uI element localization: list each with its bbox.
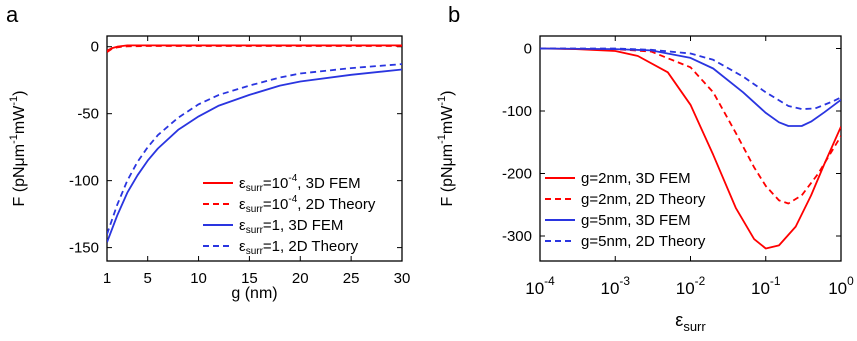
x-tick-label: 1 bbox=[103, 270, 111, 287]
legend-entry: g=2nm, 3D FEM bbox=[581, 170, 691, 187]
legend-entry: εsurr=10-4, 3D FEM bbox=[239, 173, 361, 194]
series-group bbox=[107, 44, 402, 243]
plot-frame bbox=[106, 35, 403, 262]
series-group bbox=[540, 47, 841, 250]
series-line bbox=[540, 47, 841, 127]
x-tick-label: 30 bbox=[394, 270, 411, 287]
x-tick-label: 10 bbox=[190, 270, 207, 287]
series-line bbox=[540, 47, 841, 250]
y-tick-label: -50 bbox=[77, 106, 99, 123]
series-line bbox=[540, 47, 841, 205]
panel-b-label: b bbox=[448, 2, 460, 27]
legend-entry: εsurr=1, 2D Theory bbox=[239, 238, 359, 257]
series-line bbox=[107, 63, 402, 235]
x-tick-label: 10-1 bbox=[751, 274, 781, 298]
y-axis-label: F (pNμm-1mW-1) bbox=[436, 91, 456, 207]
legend-entry: g=5nm, 3D FEM bbox=[581, 212, 691, 229]
y-tick-label: 0 bbox=[91, 39, 99, 56]
panel-b-chart: 10-4 10-3 10-2 10-1 100 0 -100 -200 -300 εsurr F (… bbox=[436, 35, 854, 334]
y-tick-label: -300 bbox=[502, 228, 532, 245]
panel-a-label: a bbox=[6, 2, 19, 27]
x-tick-label: 10-4 bbox=[525, 274, 555, 298]
y-tick-label: -200 bbox=[502, 166, 532, 183]
x-axis-label: g (nm) bbox=[231, 285, 277, 302]
legend-entry: εsurr=1, 3D FEM bbox=[239, 217, 343, 236]
y-tick-label: -100 bbox=[502, 103, 532, 120]
x-tick-label: 10-3 bbox=[601, 274, 631, 298]
series-line bbox=[540, 47, 841, 110]
series-line bbox=[107, 68, 402, 243]
y-tick-label: 0 bbox=[524, 41, 532, 58]
legend: g=2nm, 3D FEM g=2nm, 2D Theory g=5nm, 3D F… bbox=[545, 170, 706, 250]
y-axis-label: F (pNμm-1mW-1) bbox=[8, 91, 28, 207]
legend-entry: g=5nm, 2D Theory bbox=[581, 233, 706, 250]
x-tick-label: 20 bbox=[292, 270, 309, 287]
x-tick-label: 25 bbox=[343, 270, 360, 287]
x-tick-label: 10-2 bbox=[676, 274, 706, 298]
x-axis-label: εsurr bbox=[675, 310, 706, 334]
series-line bbox=[107, 45, 402, 53]
legend-entry: g=2nm, 2D Theory bbox=[581, 191, 706, 208]
legend-entry: εsurr=10-4, 2D Theory bbox=[239, 194, 376, 215]
y-tick-label: -100 bbox=[69, 173, 99, 190]
x-tick-label: 100 bbox=[828, 274, 854, 298]
x-tick-label: 15 bbox=[241, 270, 258, 287]
y-tick-label: -150 bbox=[69, 240, 99, 257]
x-tick-label: 5 bbox=[144, 270, 152, 287]
